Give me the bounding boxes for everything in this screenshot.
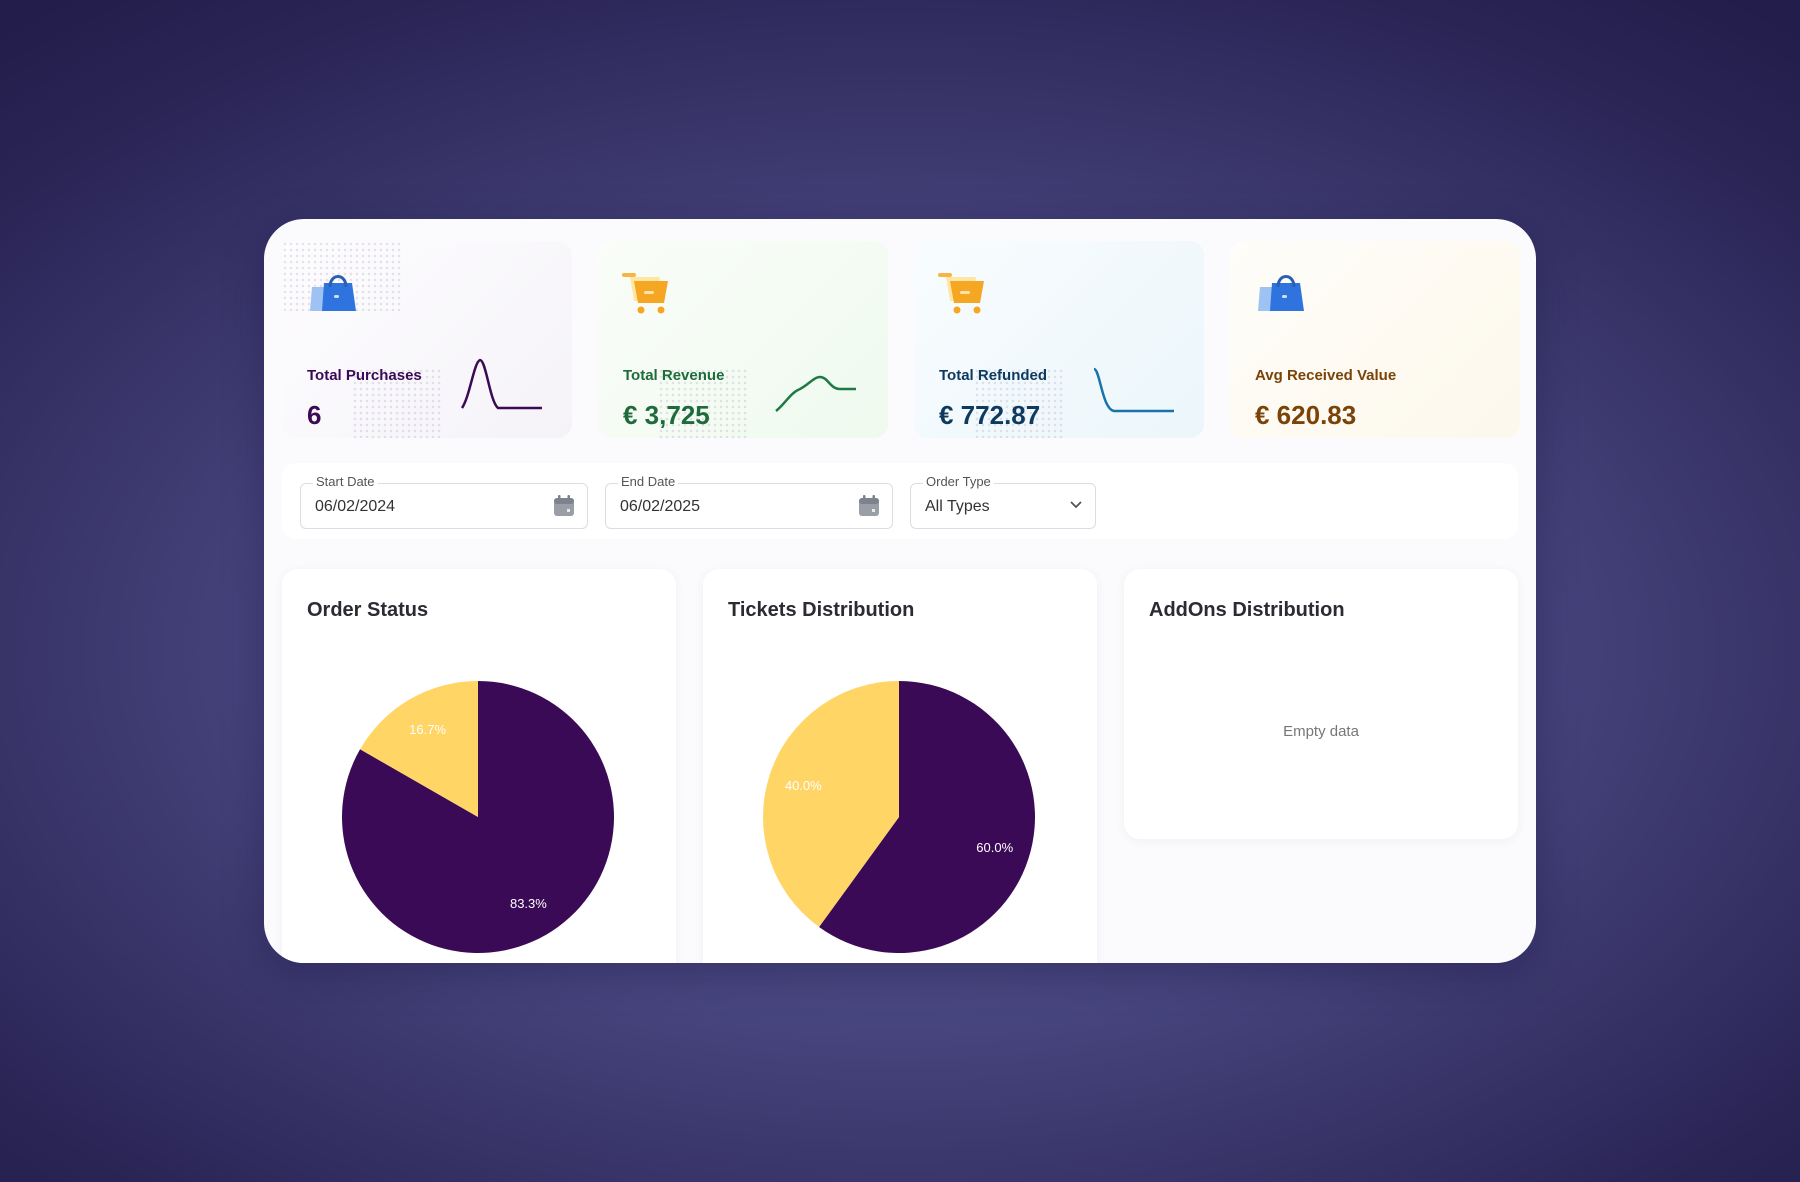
calendar-icon[interactable] xyxy=(858,495,880,517)
tickets-distribution-pie-chart: 60.0% 40.0% xyxy=(763,681,1035,953)
stat-card-total-purchases: Total Purchases 6 xyxy=(282,241,572,438)
end-date-field[interactable]: End Date 06/02/2025 xyxy=(605,474,893,529)
order-type-value[interactable]: All Types xyxy=(925,498,990,515)
stat-title: Total Revenue xyxy=(623,367,725,384)
addons-distribution-panel: AddOns Distribution Empty data xyxy=(1124,569,1518,839)
order-status-pie-chart: 83.3% 16.7% xyxy=(342,681,614,953)
stat-title: Total Purchases xyxy=(307,367,422,384)
dashboard-frame: Total Purchases 6 Total Revenue € 3,725 xyxy=(264,219,1536,963)
stat-title: Total Refunded xyxy=(939,367,1048,384)
stat-value: 6 xyxy=(307,400,322,430)
calendar-icon[interactable] xyxy=(553,495,575,517)
stat-value: € 620.83 xyxy=(1255,400,1357,430)
shopping-bag-icon xyxy=(310,275,356,311)
pie-slice-label: 60.0% xyxy=(976,840,1013,855)
pie-slice-label: 16.7% xyxy=(409,722,446,737)
panel-title: AddOns Distribution xyxy=(1149,599,1345,621)
start-date-field[interactable]: Start Date 06/02/2024 xyxy=(300,474,588,529)
shopping-cart-icon xyxy=(622,273,668,314)
end-date-value[interactable]: 06/02/2025 xyxy=(620,498,701,515)
order-type-label: Order Type xyxy=(923,474,994,489)
pie-slice-label: 83.3% xyxy=(510,896,547,911)
panel-title: Order Status xyxy=(307,599,429,621)
stat-card-total-revenue: Total Revenue € 3,725 xyxy=(598,241,888,438)
start-date-label: Start Date xyxy=(313,474,378,489)
sparkline xyxy=(460,358,542,410)
sparkline xyxy=(1092,367,1174,413)
stat-card-total-refunded: Total Refunded € 772.87 xyxy=(914,241,1204,438)
empty-data-message: Empty data xyxy=(1283,723,1359,740)
stat-value: € 772.87 xyxy=(939,400,1041,430)
order-status-panel: Order Status 83.3% 16.7% xyxy=(282,569,676,963)
pie-slice[interactable] xyxy=(360,681,478,817)
pie-slice[interactable] xyxy=(819,681,1035,953)
order-type-select[interactable]: Order Type All Types xyxy=(910,474,1096,529)
shopping-cart-icon xyxy=(938,273,984,314)
stat-title: Avg Received Value xyxy=(1255,367,1397,384)
shopping-bag-icon xyxy=(1258,275,1304,311)
tickets-distribution-panel: Tickets Distribution 60.0% 40.0% xyxy=(703,569,1097,963)
stat-card-avg-received-value: Avg Received Value € 620.83 xyxy=(1230,241,1520,438)
sparkline xyxy=(775,375,856,412)
start-date-value[interactable]: 06/02/2024 xyxy=(315,498,396,515)
pie-slice-label: 40.0% xyxy=(785,778,822,793)
pie-slice[interactable] xyxy=(763,681,899,928)
chevron-down-icon[interactable] xyxy=(1069,500,1083,510)
end-date-label: End Date xyxy=(618,474,679,489)
panel-title: Tickets Distribution xyxy=(728,599,915,621)
filter-bar: Start Date 06/02/2024 End Date 06/02/202… xyxy=(282,463,1518,539)
stat-value: € 3,725 xyxy=(623,400,710,430)
